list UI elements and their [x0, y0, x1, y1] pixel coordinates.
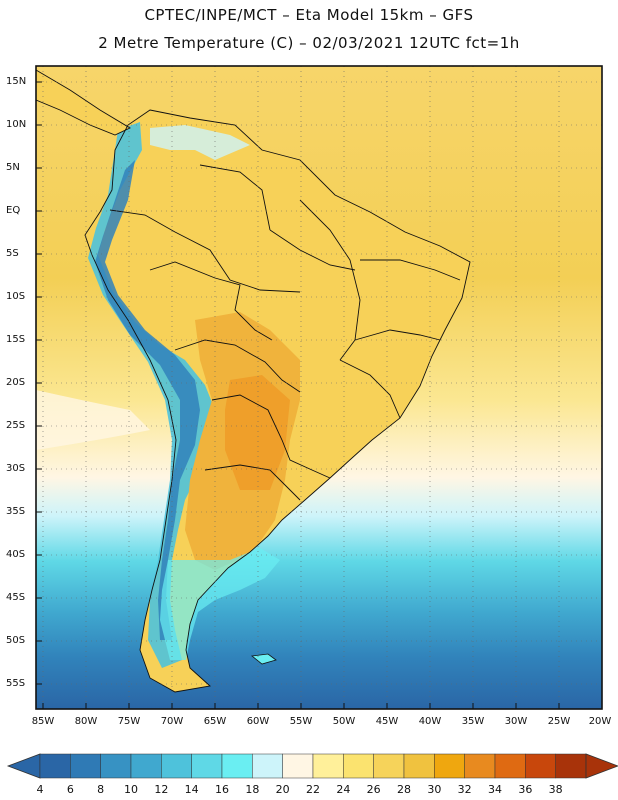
colorbar-swatch	[403, 753, 435, 779]
political-boundaries	[84, 109, 471, 693]
colorbar-low-arrow	[6, 753, 41, 779]
colorbar-tick-label: 38	[548, 783, 563, 796]
lat-label: 10N	[6, 119, 27, 130]
colorbar	[6, 753, 618, 779]
colorbar-swatch	[373, 753, 405, 779]
lat-label: 40S	[6, 549, 26, 560]
colorbar-tick-label: 26	[366, 783, 381, 796]
map-title-line1: CPTEC/INPE/MCT – Eta Model 15km – GFS	[144, 6, 474, 24]
colorbar-swatch	[464, 753, 496, 779]
colorbar-tick-label: 20	[275, 783, 290, 796]
lat-label: 25S	[6, 420, 26, 431]
lon-label: 25W	[547, 716, 571, 727]
colorbar-swatch	[70, 753, 101, 779]
colorbar-tick-label: 22	[306, 783, 320, 796]
lat-label: 20S	[6, 377, 26, 388]
colorbar-tick-label: 16	[215, 783, 229, 796]
lon-label: 75W	[117, 716, 141, 727]
colorbar-swatch	[343, 753, 374, 779]
lon-label: 65W	[203, 716, 227, 727]
venezuela-cool-band	[150, 125, 250, 160]
lon-label: 60W	[246, 716, 270, 727]
colorbar-swatch	[525, 753, 556, 779]
colorbar-swatch	[161, 753, 192, 779]
map-frame	[35, 65, 603, 710]
lat-label: 45S	[6, 592, 26, 603]
colorbar-tick-label: 14	[184, 783, 199, 796]
colorbar-tick-label: 30	[427, 783, 442, 796]
colorbar-swatch	[130, 753, 162, 779]
map-title-line2: 2 Metre Temperature (C) – 02/03/2021 12U…	[98, 34, 520, 52]
colorbar-swatch	[312, 753, 344, 779]
colorbar-swatch	[100, 753, 132, 779]
lat-label: 10S	[6, 291, 26, 302]
lat-label: 15S	[6, 334, 26, 345]
lat-label: 50S	[6, 635, 26, 646]
lat-label: 5N	[6, 162, 20, 173]
colorbar-tick-label: 18	[245, 783, 260, 796]
lon-label: 45W	[375, 716, 399, 727]
map-plot-area	[36, 66, 602, 709]
colorbar-tick-label: 12	[154, 783, 169, 796]
colorbar-swatch	[282, 753, 314, 779]
colorbar-swatch	[221, 753, 253, 779]
colorbar-tick-label: 36	[518, 783, 533, 796]
colorbar-tick-label: 6	[66, 783, 74, 796]
colorbar-swatch	[191, 753, 223, 779]
lon-label: 40W	[418, 716, 442, 727]
central-america-land	[36, 69, 131, 136]
lat-label: 55S	[6, 678, 26, 689]
lat-label: 30S	[6, 463, 26, 474]
lat-label: 35S	[6, 506, 26, 517]
lon-label: 50W	[332, 716, 356, 727]
lon-label: 70W	[160, 716, 184, 727]
colorbar-swatch	[555, 753, 587, 779]
colorbar-swatch	[494, 753, 526, 779]
graticule	[36, 66, 602, 709]
colorbar-swatch	[252, 753, 283, 779]
colorbar-tick-label: 28	[397, 783, 411, 796]
lon-label: 20W	[588, 716, 612, 727]
colorbar-tick-label: 24	[336, 783, 351, 796]
lon-label: 85W	[31, 716, 55, 727]
lat-label: 15N	[6, 76, 27, 87]
colorbar-tick-label: 8	[97, 783, 105, 796]
lat-label: EQ	[6, 205, 21, 216]
patagonia-cool-zone	[160, 548, 280, 660]
lat-label: 5S	[6, 248, 19, 259]
colorbar-tick-label: 4	[36, 783, 44, 796]
axis-ticks	[36, 81, 603, 709]
pacific-cool-band	[36, 390, 150, 450]
lon-label: 35W	[461, 716, 485, 727]
chaco-hot-core	[225, 375, 290, 490]
andes-high-terrain	[95, 160, 200, 640]
lon-label: 55W	[289, 716, 313, 727]
colorbar-tick-label: 34	[488, 783, 502, 796]
colorbar-tick-label: 10	[124, 783, 138, 796]
lon-label: 80W	[74, 716, 98, 727]
colorbar-high-arrow	[585, 753, 618, 779]
colorbar-swatch	[39, 753, 71, 779]
colorbar-swatch	[434, 753, 465, 779]
colorbar-tick-label: 32	[457, 783, 472, 796]
lon-label: 30W	[504, 716, 528, 727]
